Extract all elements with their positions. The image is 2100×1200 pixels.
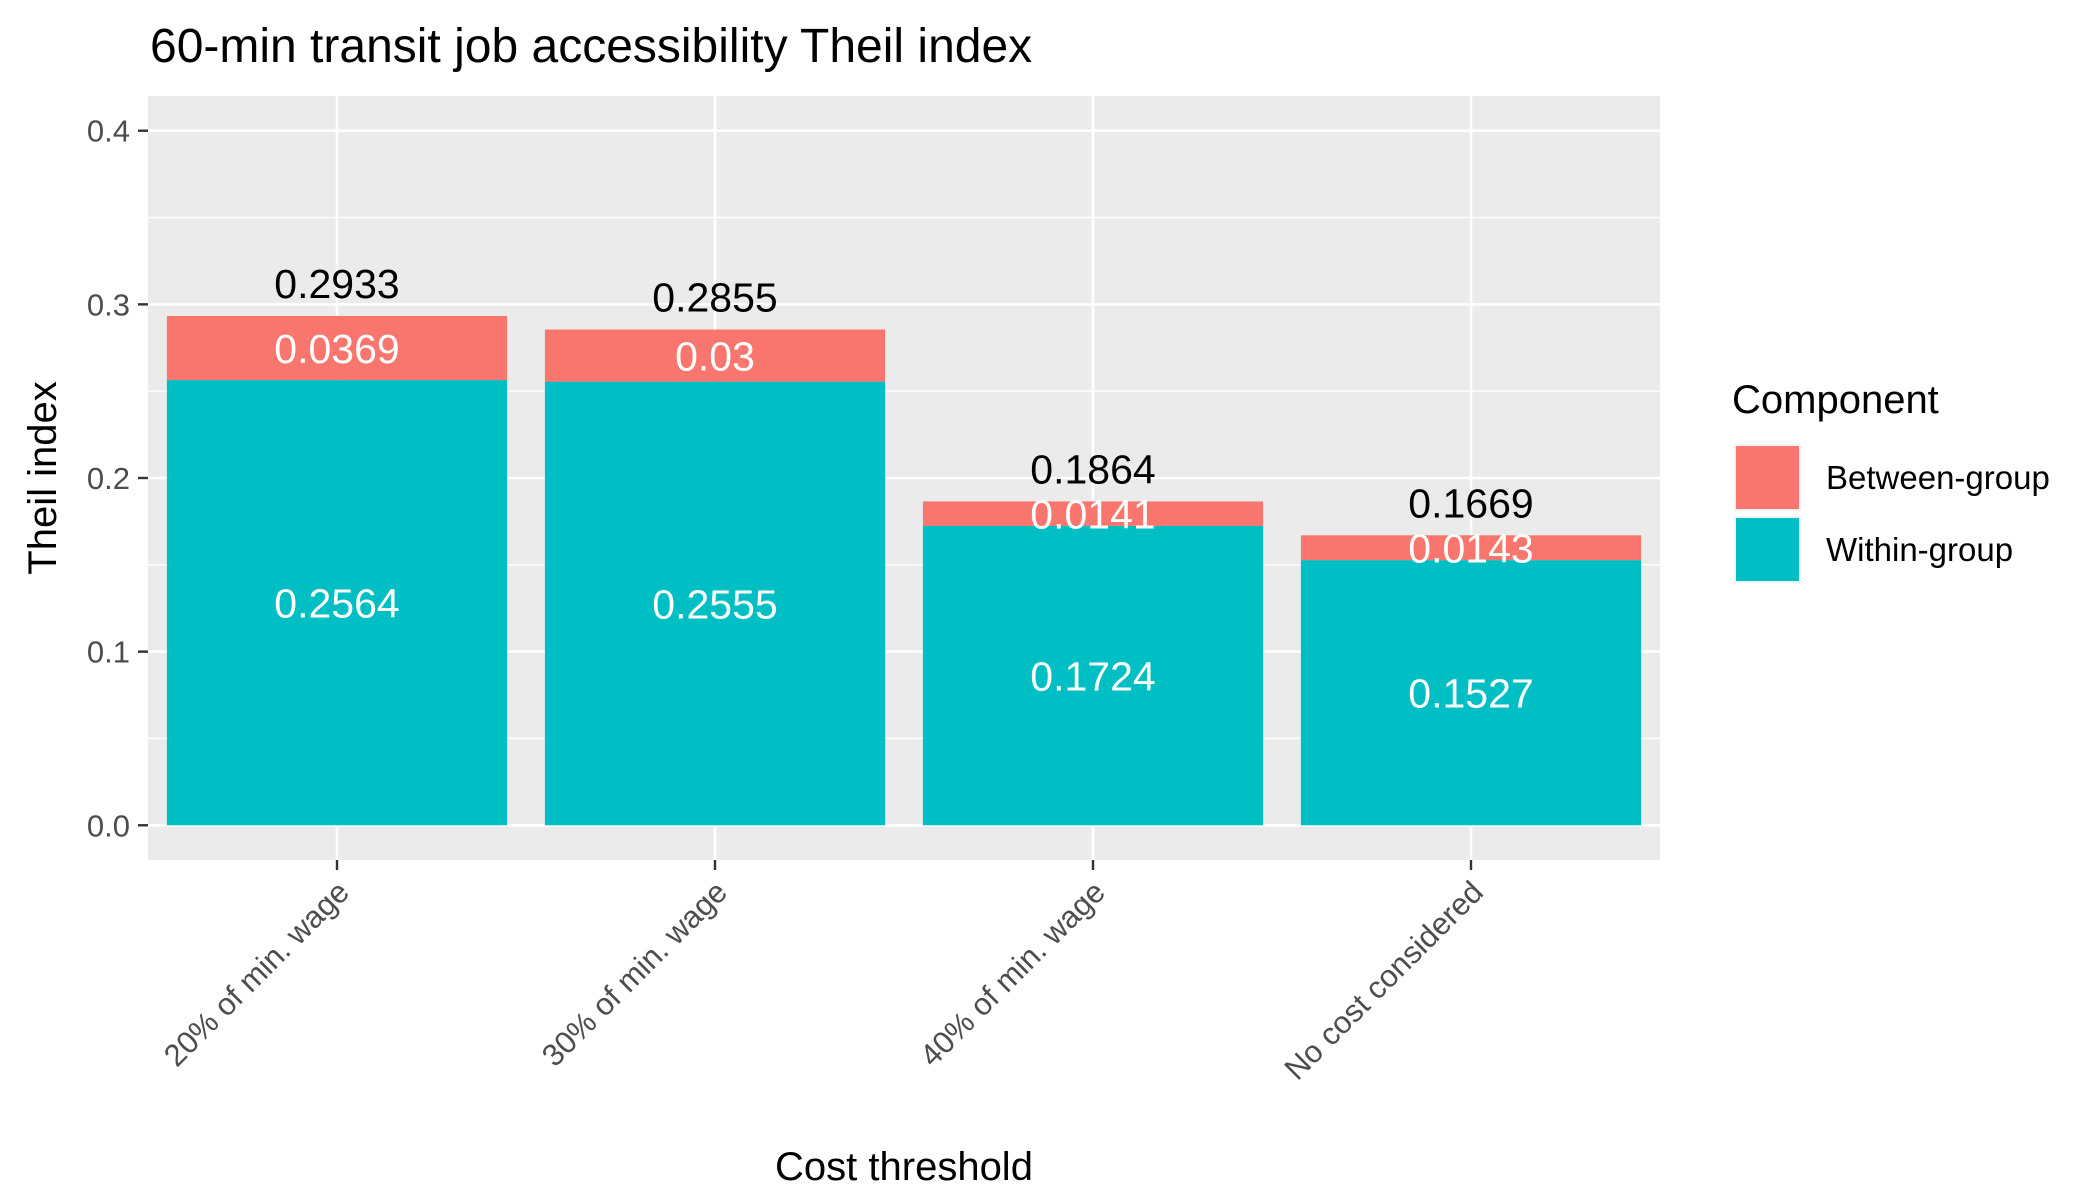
data-label-total: 0.2855 — [652, 275, 777, 321]
data-label-total: 0.1864 — [1030, 447, 1155, 493]
bar-within-group — [1300, 560, 1642, 826]
y-tick-label: 0.2 — [87, 461, 130, 496]
chart-title: 60-min transit job accessibility Theil i… — [150, 20, 1032, 73]
data-label-between-group: 0.0141 — [1030, 492, 1155, 538]
x-tick-label: 20% of min. wage — [157, 874, 356, 1073]
data-label-total: 0.2933 — [274, 261, 399, 307]
data-label-between-group: 0.0143 — [1408, 526, 1533, 572]
y-tick-label: 0.0 — [87, 808, 130, 843]
y-tick-label: 0.1 — [87, 635, 130, 670]
x-tick-label: 30% of min. wage — [535, 874, 734, 1073]
data-label-within-group: 0.2555 — [652, 581, 777, 627]
data-label-between-group: 0.03 — [675, 334, 755, 380]
bar-between-group — [166, 315, 508, 381]
x-tick-label: No cost considered — [1278, 874, 1490, 1086]
y-tick-label: 0.3 — [87, 287, 130, 322]
data-label-within-group: 0.2564 — [274, 581, 399, 627]
labels-layer: 0.2564 0.0369 0.2933 0.2555 0.03 0.2855 0.1724… — [274, 261, 1533, 717]
bar-within-group — [922, 525, 1264, 826]
legend-label: Within-group — [1826, 531, 2013, 568]
data-label-within-group: 0.1527 — [1408, 671, 1533, 717]
data-label-total: 0.1669 — [1408, 480, 1533, 526]
bar-within-group — [166, 380, 508, 826]
legend-swatch — [1736, 446, 1799, 509]
bar-between-group — [544, 329, 886, 382]
bars-layer — [166, 315, 1642, 826]
legend-label: Between-group — [1826, 459, 2050, 496]
legend-title: Component — [1732, 378, 1939, 422]
legend: Component Between-group Within-group — [1732, 378, 2050, 583]
data-label-within-group: 0.1724 — [1030, 654, 1155, 700]
y-axis-title: Theil index — [21, 381, 65, 574]
legend-swatch — [1736, 518, 1799, 581]
bar-within-group — [544, 381, 886, 826]
bar-between-group — [1300, 535, 1642, 561]
data-label-between-group: 0.0369 — [274, 326, 399, 372]
x-tick-label: 40% of min. wage — [913, 874, 1112, 1073]
y-tick-label: 0.4 — [87, 114, 130, 149]
x-axis-title: Cost threshold — [775, 1145, 1033, 1189]
bar-between-group — [922, 501, 1264, 526]
